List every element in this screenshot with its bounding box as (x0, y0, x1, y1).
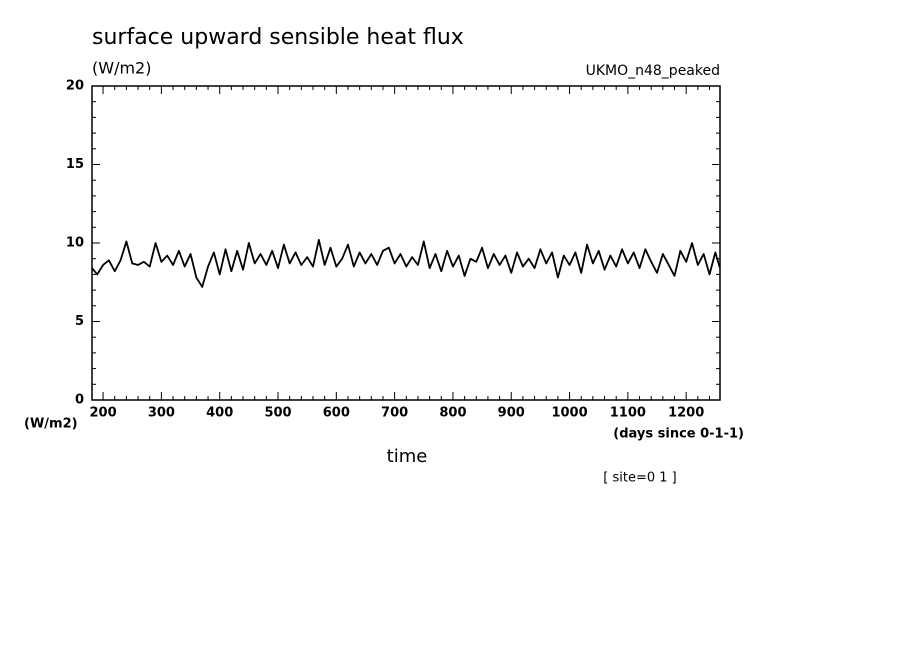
x-tick-label: 400 (206, 406, 233, 421)
y-tick-label: 20 (66, 79, 84, 94)
x-tick-label: 200 (90, 406, 117, 421)
plot-frame (91, 85, 721, 401)
x-tick-label: 1000 (551, 406, 587, 421)
x-tick-label: 1100 (610, 406, 646, 421)
x-tick-label: 1200 (668, 406, 704, 421)
x-tick-label: 300 (148, 406, 175, 421)
x-tick-label: 900 (498, 406, 525, 421)
data-line (91, 238, 721, 288)
x-axis-title: time (387, 446, 428, 467)
x-tick-label: 800 (439, 406, 466, 421)
y-tick-label: 5 (75, 314, 84, 329)
y-tick-label: 0 (75, 393, 84, 408)
x-tick-label: 600 (323, 406, 350, 421)
y-units: (W/m2) (92, 59, 151, 78)
model-name: UKMO_n48_peaked (586, 63, 720, 79)
x-tick-label: 500 (264, 406, 291, 421)
annotation: [ site=0 1 ] (603, 471, 676, 486)
x-units: (days since 0-1-1) (613, 427, 744, 442)
y-tick-label: 10 (66, 236, 84, 251)
chart-title: surface upward sensible heat flux (92, 25, 464, 50)
y-units-bottom: (W/m2) (24, 417, 78, 432)
y-tick-label: 15 (66, 157, 84, 172)
x-tick-label: 700 (381, 406, 408, 421)
